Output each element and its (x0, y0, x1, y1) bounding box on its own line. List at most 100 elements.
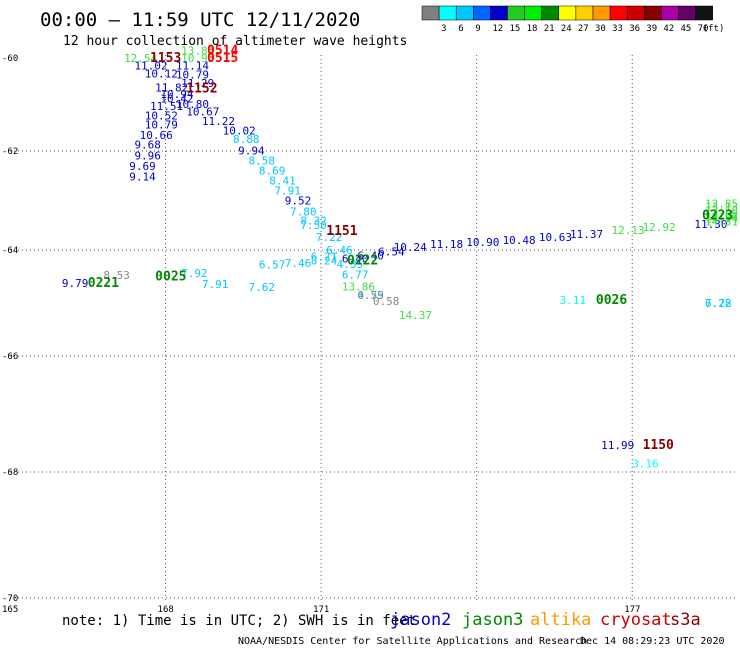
swh-observation: 4.75 (357, 289, 384, 302)
swh-observation: 7.22 (316, 231, 343, 244)
swh-observation: 13.82 (181, 44, 214, 57)
swh-observation: 13.68 (705, 204, 738, 217)
swh-observation: 9.68 (134, 139, 161, 152)
swh-observation: 8.69 (259, 164, 286, 177)
legend-value: 36 (629, 24, 640, 34)
swh-observation: 7.46 (285, 257, 312, 270)
swh-observation: 11.82 (155, 81, 188, 94)
legend-swatch (541, 5, 560, 21)
swh-observation: 9.96 (134, 149, 161, 162)
swh-observation: 8.88 (233, 133, 260, 146)
swh-observation: 10.66 (140, 129, 173, 142)
swh-observation: 10.42 (160, 93, 193, 106)
swh-observation: 10.67 (186, 106, 219, 119)
swh-observation: 8.58 (249, 154, 276, 167)
swh-observation: 3.11 (560, 294, 587, 307)
swh-observation: 6.54 (378, 245, 405, 258)
legend-value: 30 (595, 24, 606, 34)
swh-observation: 10.79 (176, 68, 209, 81)
pass-time-label: 0515 (207, 51, 238, 66)
swh-observation: 8.24 (311, 254, 338, 267)
legend-swatch (524, 5, 542, 21)
footer-note: note: 1) Time is in UTC; 2) SWH is in fe… (62, 613, 416, 629)
legend-swatch (490, 5, 508, 21)
legend-swatch (473, 5, 491, 21)
legend-value: 21 (544, 24, 555, 34)
legend-swatch (455, 5, 474, 21)
swh-observation: 10.94 (160, 88, 193, 101)
lat-label: -60 (2, 54, 18, 64)
latitude-labels: -60 -62 -64 -66 -68 -70 (2, 54, 18, 604)
wave-height-legend: 3 6 9 12 15 18 21 24 27 30 33 36 39 42 45 70(ft) (421, 5, 724, 34)
pass-time-label: 0221 (88, 276, 119, 291)
swh-observation: 10.92 (181, 52, 214, 65)
legend-value: 33 (612, 24, 623, 34)
swh-observation: 10.52 (145, 109, 178, 122)
lon-label: 165 (2, 605, 18, 615)
map-title: 00:00 – 11:59 UTC 12/11/2020 (40, 9, 360, 31)
satellite-name: jason3 (462, 610, 523, 630)
legend-value: 27 (578, 24, 589, 34)
legend-value: 6 (458, 24, 463, 34)
swh-observation: 10.48 (503, 234, 536, 247)
lat-label: -64 (2, 246, 18, 256)
swh-observation: 0.59 (357, 289, 384, 302)
swh-observation: 7.80 (290, 205, 317, 218)
swh-observation: 6.21 (311, 251, 338, 264)
swh-observation: 13.54 (705, 212, 738, 225)
legend-swatch (592, 5, 611, 21)
swh-observation: 4.35 (337, 258, 364, 271)
swh-observation: 11.37 (570, 228, 603, 241)
swh-observation: 9.94 (238, 144, 265, 157)
swh-observation: 13.13 (705, 200, 738, 213)
pass-time-label: 1152 (186, 81, 217, 96)
legend-swatch (644, 5, 662, 21)
lat-label: -70 (2, 594, 18, 604)
graticule (10, 55, 736, 600)
swh-observation: 10.90 (466, 236, 499, 249)
swh-observation: 13.05 (705, 207, 738, 220)
swh-observation: 6.46 (326, 244, 353, 257)
swh-observation: 9.79 (62, 277, 89, 290)
swh-observation: 14.31 (705, 215, 738, 228)
legend-value: 45 (681, 24, 692, 34)
swh-observation: 7.91 (274, 185, 301, 198)
swh-observation: 13.86 (342, 280, 375, 293)
swh-observation: 10.02 (223, 124, 256, 137)
swh-observation: 12.92 (643, 221, 676, 234)
pass-time-label: 0026 (596, 293, 627, 308)
legend-swatch (695, 5, 713, 21)
swh-observation: 14.37 (399, 309, 432, 322)
swh-observation: 7.72 (705, 297, 732, 310)
swh-observation: 7.62 (249, 281, 276, 294)
swh-observation: 11.30 (694, 218, 727, 231)
swh-observation: 7.91 (202, 278, 229, 291)
swh-observation: 8.41 (269, 175, 296, 188)
legend-value: 15 (510, 24, 521, 34)
pass-time-label: 1151 (326, 224, 357, 239)
swh-observation: 6.40 (357, 250, 384, 263)
swh-observation: 7.50 (300, 219, 327, 232)
footer-credit: NOAA/NESDIS Center for Satellite Applica… (238, 636, 587, 647)
legend-swatch (558, 5, 577, 21)
pass-time-label: 0222 (347, 253, 378, 268)
legend-swatch (678, 5, 696, 21)
lon-label: 168 (158, 605, 174, 615)
swh-observation: 3.16 (632, 457, 659, 470)
swh-observation: 12.85 (705, 197, 738, 210)
legend-swatch (626, 5, 645, 21)
swh-observation: 11.22 (202, 115, 235, 128)
swh-observation: 10.80 (176, 98, 209, 111)
pass-time-label: 0223 (702, 208, 733, 223)
lat-label: -68 (2, 468, 18, 478)
legend-value: 9 (475, 24, 480, 34)
swh-observation: 6.57 (259, 259, 286, 272)
swh-observation: 9.14 (129, 171, 156, 184)
legend-swatch (421, 5, 440, 21)
swh-observation: 12.54 (124, 52, 157, 65)
satellite-name: cryosat (600, 610, 672, 630)
legend-swatch (609, 5, 628, 21)
